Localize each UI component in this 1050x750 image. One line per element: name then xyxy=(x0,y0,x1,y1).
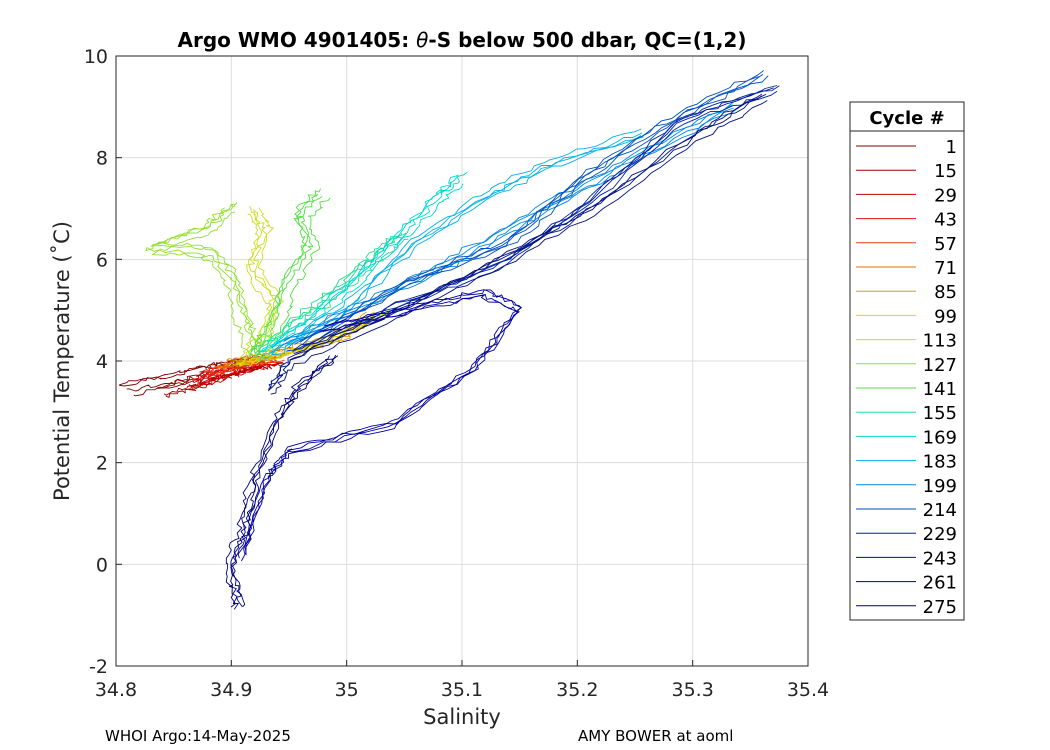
series-line xyxy=(225,355,330,608)
series-line xyxy=(152,211,259,363)
x-tick-label: 34.8 xyxy=(95,679,137,701)
x-tick-label: 35 xyxy=(335,679,359,701)
legend-label: 99 xyxy=(934,306,957,327)
legend-label: 113 xyxy=(923,331,957,352)
legend-label: 155 xyxy=(923,403,957,424)
legend-label: 169 xyxy=(923,427,957,448)
series-line xyxy=(261,197,331,361)
y-tick-label: 8 xyxy=(96,148,108,170)
series-line xyxy=(250,193,319,356)
x-tick-label: 35.4 xyxy=(787,679,829,701)
legend-label: 57 xyxy=(934,234,957,255)
series-line xyxy=(299,70,764,343)
x-tick-label: 34.9 xyxy=(210,679,252,701)
legend-label: 199 xyxy=(923,476,957,497)
legend-label: 141 xyxy=(923,379,957,400)
series-line xyxy=(150,203,260,355)
series-line xyxy=(215,359,285,376)
data-series xyxy=(119,70,780,610)
series-line xyxy=(250,232,403,355)
series-line xyxy=(244,289,522,555)
legend-entries: 1 15 29 43 57 71 85 99 113 127 141 155 169 183 199 214 2… xyxy=(856,137,957,618)
series-261 xyxy=(237,289,522,562)
legend-label: 43 xyxy=(934,210,957,231)
series-141 xyxy=(250,188,331,361)
legend-label: 261 xyxy=(923,573,957,594)
series-127 xyxy=(145,202,262,363)
chart-title: Argo WMO 4901405: θ-S below 500 dbar, QC… xyxy=(178,28,747,52)
series-line xyxy=(145,207,251,358)
y-tick-label: 4 xyxy=(96,351,108,373)
series-line xyxy=(186,363,283,391)
series-275 xyxy=(225,354,339,610)
legend-title: Cycle # xyxy=(869,108,944,129)
legend: Cycle # 1 15 29 43 57 71 85 99 113 127 141 155 169 18… xyxy=(849,101,965,621)
series-line xyxy=(228,357,334,610)
footer-left: WHOI Argo:14-May-2025 xyxy=(105,727,291,745)
legend-label: 127 xyxy=(923,355,957,376)
legend-label: 275 xyxy=(923,597,957,618)
x-axis-ticks: 34.8 34.9 35 35.1 35.2 35.3 35.4 xyxy=(95,660,829,701)
x-tick-label: 35.3 xyxy=(672,679,714,701)
series-29 xyxy=(186,361,285,391)
series-line xyxy=(190,362,285,388)
footer-right: AMY BOWER at aoml xyxy=(578,727,733,745)
y-tick-label: 6 xyxy=(96,249,108,271)
legend-label: 29 xyxy=(934,185,957,206)
series-line xyxy=(163,363,268,396)
series-line xyxy=(271,128,642,349)
series-line xyxy=(254,232,407,354)
x-tick-label: 35.2 xyxy=(556,679,598,701)
series-line xyxy=(283,101,735,341)
y-tick-label: 2 xyxy=(96,453,108,475)
legend-label: 71 xyxy=(934,258,957,279)
y-tick-label: -2 xyxy=(89,656,108,678)
series-243 xyxy=(267,93,768,395)
series-line xyxy=(260,177,458,353)
x-tick-label: 35.1 xyxy=(441,679,483,701)
legend-label: 229 xyxy=(923,524,957,545)
legend-label: 1 xyxy=(946,137,957,158)
y-axis-ticks: -2 0 2 4 6 8 10 xyxy=(84,46,122,678)
series-line xyxy=(294,76,759,345)
series-line xyxy=(270,132,643,354)
series-line xyxy=(270,100,768,395)
x-axis-label: Salinity xyxy=(423,705,501,729)
y-tick-label: 10 xyxy=(84,46,108,68)
series-line xyxy=(267,95,763,390)
series-line xyxy=(243,289,522,554)
series-line xyxy=(156,202,262,352)
series-line xyxy=(253,196,323,359)
series-line xyxy=(242,209,277,364)
legend-label: 15 xyxy=(934,161,957,182)
legend-label: 243 xyxy=(923,548,957,569)
y-axis-label: Potential Temperature (˚C) xyxy=(50,221,74,501)
series-line xyxy=(259,174,459,353)
series-line xyxy=(259,238,409,362)
legend-label: 183 xyxy=(923,452,957,473)
y-tick-label: 0 xyxy=(96,554,108,576)
series-line xyxy=(231,354,337,608)
legend-label: 214 xyxy=(923,500,957,521)
legend-label: 85 xyxy=(934,282,957,303)
series-line xyxy=(268,93,767,391)
